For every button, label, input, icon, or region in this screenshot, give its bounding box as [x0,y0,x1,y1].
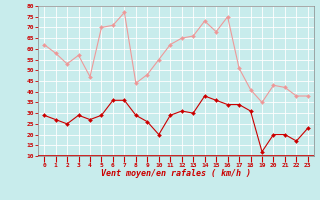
X-axis label: Vent moyen/en rafales ( km/h ): Vent moyen/en rafales ( km/h ) [101,169,251,178]
